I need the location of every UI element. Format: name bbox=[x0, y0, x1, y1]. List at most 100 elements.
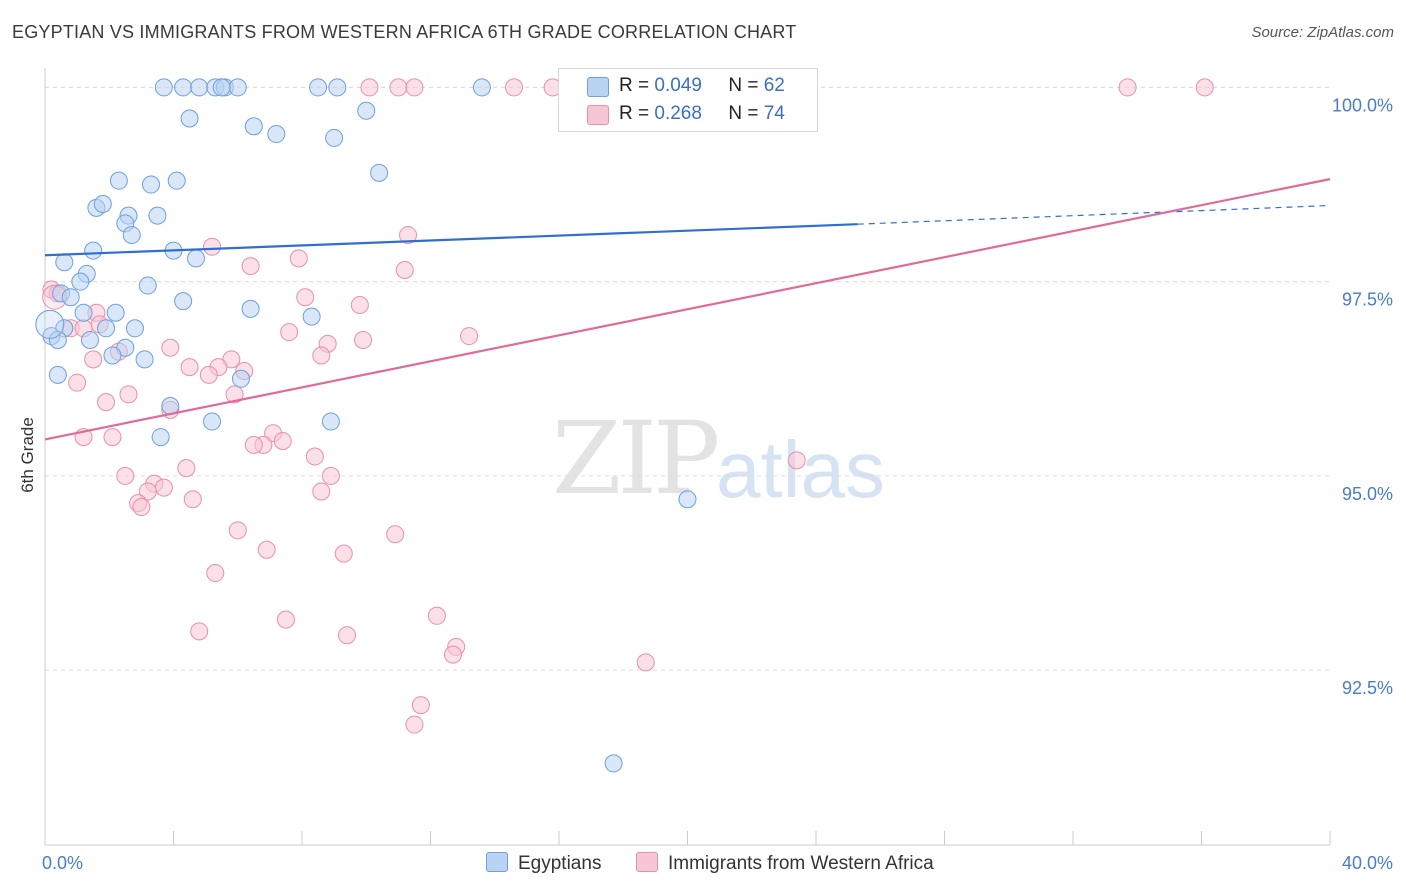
point-immigrants bbox=[119, 385, 138, 404]
point-immigrants bbox=[206, 564, 225, 583]
point-immigrants bbox=[97, 393, 116, 412]
point-immigrants bbox=[257, 540, 276, 559]
legend-r-label: R = bbox=[619, 75, 650, 96]
point-egyptians bbox=[357, 101, 376, 120]
point-immigrants bbox=[360, 78, 379, 97]
point-immigrants bbox=[241, 257, 260, 276]
point-egyptians bbox=[125, 319, 144, 338]
point-egyptians bbox=[328, 78, 347, 97]
point-egyptians bbox=[180, 109, 199, 128]
point-immigrants bbox=[443, 645, 462, 664]
y-axis-label: 6th Grade bbox=[18, 417, 37, 493]
bottom-legend-swatch-blue bbox=[486, 852, 508, 872]
legend-r-value: 0.049 bbox=[654, 75, 702, 96]
point-egyptians bbox=[267, 125, 286, 144]
point-egyptians bbox=[135, 350, 154, 369]
point-egyptians bbox=[212, 78, 231, 97]
point-egyptians bbox=[321, 412, 340, 431]
point-immigrants bbox=[183, 490, 202, 509]
y-tick-label: 92.5% bbox=[1342, 678, 1393, 698]
point-immigrants bbox=[289, 249, 308, 268]
point-egyptians bbox=[302, 307, 321, 326]
bottom-legend-immigrants: Immigrants from Western Africa bbox=[636, 852, 934, 875]
bottom-legend-egyptians: Egyptians bbox=[486, 852, 601, 875]
point-immigrants bbox=[334, 544, 353, 563]
point-egyptians bbox=[97, 319, 116, 338]
point-egyptians bbox=[138, 276, 157, 295]
point-immigrants bbox=[280, 323, 299, 342]
point-egyptians bbox=[174, 292, 193, 311]
point-immigrants bbox=[296, 288, 315, 307]
point-immigrants bbox=[225, 385, 244, 404]
point-immigrants bbox=[427, 606, 446, 625]
point-immigrants bbox=[132, 498, 151, 517]
legend-r-value: 0.268 bbox=[654, 103, 702, 124]
watermark-atlas: atlas bbox=[716, 425, 885, 514]
bottom-legend-label: Immigrants from Western Africa bbox=[668, 853, 934, 874]
point-egyptians bbox=[48, 365, 67, 384]
y-tick-label: 100.0% bbox=[1332, 95, 1393, 115]
point-egyptians bbox=[148, 206, 167, 225]
point-egyptians bbox=[55, 253, 74, 272]
point-egyptians bbox=[231, 369, 250, 388]
tick-labels: 92.5% 95.0% 97.5% 100.0% 0.0% 40.0% bbox=[42, 95, 1393, 873]
point-immigrants bbox=[787, 451, 806, 470]
point-immigrants bbox=[228, 521, 247, 540]
point-egyptians bbox=[71, 272, 90, 291]
point-egyptians bbox=[678, 490, 697, 509]
y-tick-label: 97.5% bbox=[1342, 290, 1393, 310]
legend-r-label: R = bbox=[619, 103, 650, 124]
point-egyptians bbox=[93, 194, 112, 213]
legend-swatch-pink bbox=[587, 105, 609, 125]
point-immigrants bbox=[203, 237, 222, 256]
correlation-legend: R = 0.049 N = 62 R = 0.268 N = 74 bbox=[558, 68, 818, 132]
point-immigrants bbox=[399, 226, 418, 245]
point-immigrants bbox=[116, 466, 135, 485]
point-egyptians bbox=[167, 171, 186, 190]
point-immigrants bbox=[1195, 78, 1214, 97]
point-egyptians bbox=[48, 330, 67, 349]
point-egyptians bbox=[370, 163, 389, 182]
point-egyptians bbox=[122, 226, 141, 245]
point-egyptians bbox=[472, 78, 491, 97]
y-tick-label: 95.0% bbox=[1342, 484, 1393, 504]
point-immigrants bbox=[395, 261, 414, 280]
legend-n-value: 74 bbox=[763, 103, 785, 124]
point-egyptians bbox=[106, 303, 125, 322]
series-egyptians-points bbox=[35, 78, 697, 773]
source-credit: Source: ZipAtlas.com bbox=[1251, 24, 1394, 41]
point-immigrants bbox=[276, 610, 295, 629]
point-egyptians bbox=[203, 412, 222, 431]
point-egyptians bbox=[74, 303, 93, 322]
axis-layer bbox=[44, 68, 1331, 846]
point-immigrants bbox=[244, 435, 263, 454]
x-tick-label: 40.0% bbox=[1342, 853, 1393, 873]
point-immigrants bbox=[350, 295, 369, 314]
point-egyptians bbox=[244, 117, 263, 136]
point-immigrants bbox=[321, 466, 340, 485]
point-immigrants bbox=[273, 431, 292, 450]
legend-n-value: 62 bbox=[763, 75, 785, 96]
point-egyptians bbox=[604, 754, 623, 773]
point-immigrants bbox=[177, 459, 196, 478]
point-egyptians bbox=[61, 288, 80, 307]
point-egyptians bbox=[228, 78, 247, 97]
point-egyptians bbox=[325, 128, 344, 147]
point-immigrants bbox=[305, 447, 324, 466]
point-egyptians bbox=[103, 346, 122, 365]
point-immigrants bbox=[180, 358, 199, 377]
point-immigrants bbox=[636, 653, 655, 672]
trend-lines bbox=[44, 178, 1331, 441]
point-immigrants bbox=[389, 78, 408, 97]
point-immigrants bbox=[154, 478, 173, 497]
legend-n-label: N = bbox=[728, 103, 759, 124]
point-immigrants bbox=[68, 373, 87, 392]
point-immigrants bbox=[1118, 78, 1137, 97]
point-egyptians bbox=[174, 78, 193, 97]
point-egyptians bbox=[154, 78, 173, 97]
point-immigrants bbox=[505, 78, 524, 97]
legend-n-label: N = bbox=[728, 75, 759, 96]
point-immigrants bbox=[103, 428, 122, 447]
point-immigrants bbox=[411, 696, 430, 715]
